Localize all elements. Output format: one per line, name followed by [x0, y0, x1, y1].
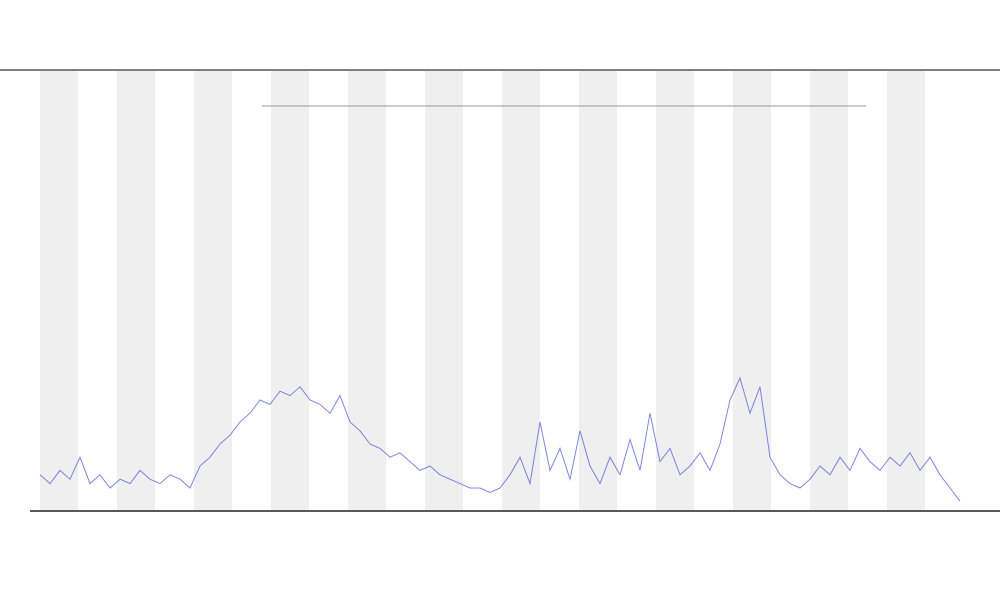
band — [656, 71, 694, 510]
band — [887, 71, 925, 510]
band — [502, 71, 540, 510]
band — [117, 71, 155, 510]
data-line — [39, 376, 961, 502]
band — [733, 71, 771, 510]
background-bands — [40, 71, 925, 510]
band — [40, 71, 78, 510]
band — [425, 71, 463, 510]
band — [194, 71, 232, 510]
band — [810, 71, 848, 510]
band — [348, 71, 386, 510]
band — [271, 71, 309, 510]
band — [579, 71, 617, 510]
